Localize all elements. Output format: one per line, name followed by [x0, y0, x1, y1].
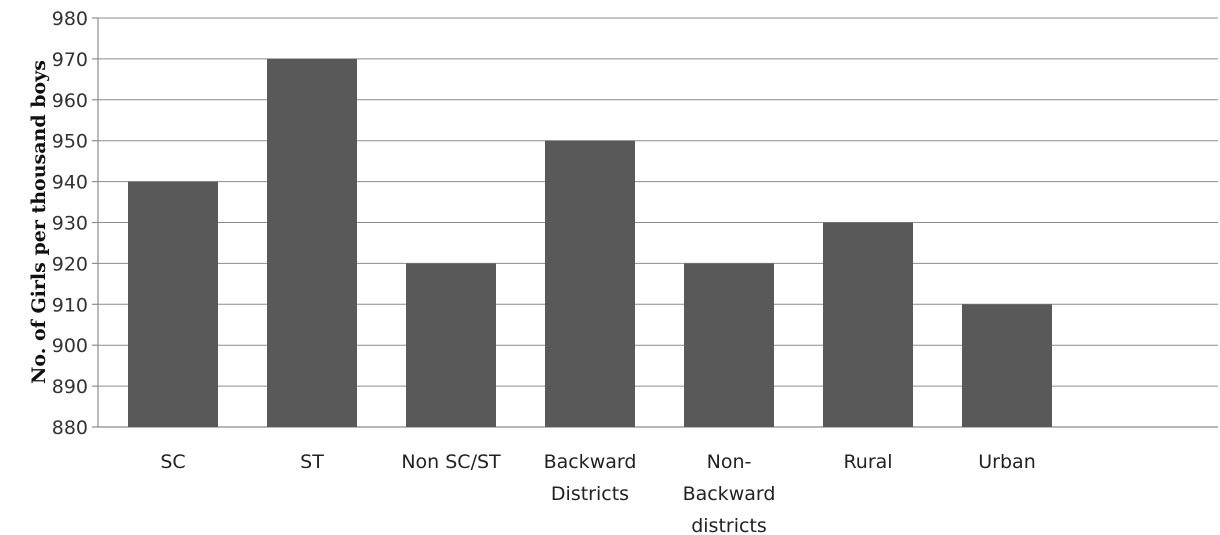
x-category-labels: SC ST Non SC/ST Backward Districts Non-Backwa… [160, 451, 1035, 535]
x-category-label: ST [300, 451, 324, 473]
x-category-label: Backward Districts [544, 451, 637, 505]
y-tick-label: 920 [52, 253, 88, 275]
x-category-label: Rural [843, 451, 892, 473]
x-category-label: SC [160, 451, 185, 473]
bar [128, 181, 218, 427]
y-tick-label: 940 [52, 172, 88, 194]
bar [962, 304, 1052, 427]
y-tick-label: 880 [52, 417, 88, 439]
x-category-label: Non SC/ST [401, 451, 501, 473]
y-axis-label: No. of Girls per thousand boys [28, 60, 50, 384]
bar [406, 263, 496, 427]
y-tick-label: 970 [52, 49, 88, 71]
bar [545, 140, 635, 427]
y-tick-label: 900 [52, 335, 88, 357]
bar [684, 263, 774, 427]
y-tick-label: 980 [52, 8, 88, 30]
y-tick-label: 950 [52, 131, 88, 153]
y-tick-labels: 880 890 900 910 920 930 940 950 960 970 980 [52, 8, 88, 439]
bar [267, 58, 357, 428]
bars [128, 58, 1052, 428]
bar [823, 222, 913, 427]
y-tick-label: 890 [52, 376, 88, 398]
y-tick-label: 910 [52, 294, 88, 316]
x-category-label: Urban [978, 451, 1035, 473]
y-tick-label: 960 [52, 90, 88, 112]
x-category-label: Non-Backward districts [683, 451, 776, 535]
y-tick-label: 930 [52, 213, 88, 235]
